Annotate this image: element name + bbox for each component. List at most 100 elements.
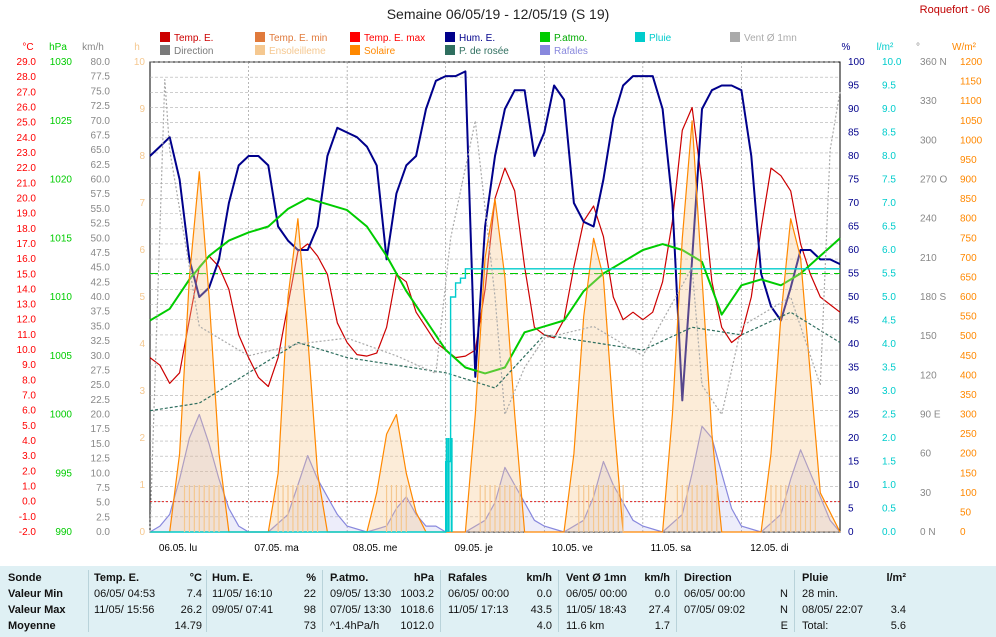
vent-avg-value: 1.7 [654, 620, 670, 632]
hum-unit: % [306, 572, 316, 584]
tick-lm2: 1.0 [882, 480, 896, 491]
direction-max-value: N [780, 604, 788, 616]
rafales-title: Rafales [448, 572, 488, 584]
tick-temp: 19.0 [17, 209, 37, 220]
row-label-min: Valeur Min [8, 588, 64, 600]
vent-distance: 11.6 km [566, 620, 605, 632]
summary-divider [676, 570, 677, 632]
tick-hpa: 1010 [50, 292, 73, 303]
tick-deg: 150 [920, 331, 937, 342]
tick-kmh: 42.5 [91, 277, 111, 288]
hum-max-value: 98 [303, 604, 316, 616]
tick-deg: 270 O [920, 175, 947, 186]
tick-deg: 30 [920, 488, 932, 499]
patmo-max-date: 07/05/ 13:30 [330, 604, 392, 616]
tick-temp: 4.0 [22, 436, 36, 447]
pluie-unit: l/m² [886, 572, 906, 584]
tick-pct: 30 [848, 386, 860, 397]
tick-kmh: 70.0 [91, 116, 111, 127]
tick-lm2: 5.0 [882, 292, 896, 303]
rafales-min-value: 0.0 [536, 588, 552, 600]
summary-rafales: Rafales km/h 06/05/ 00:00 0.0 11/05/ 17:13… [448, 570, 552, 634]
tick-pct: 35 [848, 363, 860, 374]
tick-temp: 26.0 [17, 102, 37, 113]
tick-wm2: 400 [960, 370, 977, 381]
tick-kmh: 62.5 [91, 160, 111, 171]
tick-lm2: 9.5 [882, 81, 896, 92]
tick-lm2: 4.5 [882, 316, 896, 327]
legend-item-rafales: Rafales [540, 45, 588, 57]
tick-pct: 0 [848, 527, 854, 538]
tick-hpa: 1030 [50, 57, 73, 68]
tick-pct: 55 [848, 269, 860, 280]
tick-temp: 13.0 [17, 300, 37, 311]
axis-unit-hpa: hPa [49, 42, 67, 53]
legend-item-pressure: P.atmo. [540, 32, 587, 44]
tick-lm2: 2.0 [882, 433, 896, 444]
tick-pct: 65 [848, 222, 860, 233]
tick-deg: 120 [920, 370, 937, 381]
summary-sonde: Sonde Valeur Min Valeur Max Moyenne [8, 570, 88, 634]
tick-temp: 15.0 [17, 269, 37, 280]
tick-hpa: 1020 [50, 175, 73, 186]
tick-h: 1 [139, 480, 145, 491]
tick-pct: 15 [848, 457, 860, 468]
tick-wm2: 550 [960, 312, 977, 323]
tick-pct: 80 [848, 151, 860, 162]
rafales-min-date: 06/05/ 00:00 [448, 588, 510, 600]
tick-hpa: 995 [55, 468, 72, 479]
tick-kmh: 37.5 [91, 307, 111, 318]
patmo-trend: ^1.4hPa/h [330, 620, 380, 632]
tick-kmh: 47.5 [91, 248, 111, 259]
tick-wm2: 0 [960, 527, 966, 538]
summary-divider [206, 570, 207, 632]
direction-max-date: 07/05/ 09:02 [684, 604, 746, 616]
tick-deg: 60 [920, 449, 932, 460]
legend-label: Vent Ø 1mn [744, 33, 797, 44]
tick-hpa: 990 [55, 527, 72, 538]
tick-kmh: 40.0 [91, 292, 111, 303]
legend-label: Temp. E. max [364, 33, 426, 44]
hum-title: Hum. E. [212, 572, 253, 584]
vent-min-value: 0.0 [654, 588, 670, 600]
x-tick-label: 12.05. di [750, 543, 788, 554]
tick-h: 0 [139, 527, 145, 538]
tick-wm2: 500 [960, 331, 977, 342]
tick-temp: 7.0 [22, 391, 36, 402]
summary-divider [558, 570, 559, 632]
series-area-solaire [150, 120, 840, 533]
series-line-pluie [150, 268, 840, 533]
tick-temp: 3.0 [22, 451, 36, 462]
tick-temp: 16.0 [17, 254, 37, 265]
hum-max-date: 09/05/ 07:41 [212, 604, 274, 616]
tick-wm2: 250 [960, 429, 977, 440]
temp-min-date: 06/05/ 04:53 [94, 588, 156, 600]
legend-label: Pluie [649, 33, 672, 44]
tick-kmh: 60.0 [91, 175, 111, 186]
summary-vent: Vent Ø 1mn km/h 06/05/ 00:00 0.0 11/05/ 18… [566, 570, 670, 634]
tick-lm2: 2.5 [882, 410, 896, 421]
legend-item-dewpoint: P. de rosée [445, 45, 509, 57]
pluie-total-label: Total: [802, 620, 829, 632]
legend-swatch [255, 32, 265, 42]
tick-kmh: 75.0 [91, 86, 111, 97]
tick-lm2: 3.5 [882, 363, 896, 374]
tick-pct: 25 [848, 410, 860, 421]
summary-panel: Sonde Valeur Min Valeur Max Moyenne Temp… [0, 566, 996, 637]
legend-label: Rafales [554, 46, 588, 57]
legend-swatch [350, 32, 360, 42]
tick-kmh: 35.0 [91, 321, 111, 332]
tick-pct: 20 [848, 433, 860, 444]
tick-temp: 18.0 [17, 224, 37, 235]
tick-kmh: 77.5 [91, 72, 111, 83]
legend-item-humidity: Hum. E. [445, 32, 495, 44]
x-tick-label: 06.05. lu [159, 543, 197, 554]
tick-pct: 60 [848, 245, 860, 256]
tick-h: 6 [139, 245, 145, 256]
vent-max-date: 11/05/ 18:43 [566, 604, 627, 616]
temp-max-value: 26.2 [180, 604, 202, 616]
legend-label: Temp. E. min [269, 33, 328, 44]
tick-lm2: 3.0 [882, 386, 896, 397]
tick-kmh: 72.5 [91, 101, 111, 112]
legend-label: Temp. E. [174, 33, 214, 44]
